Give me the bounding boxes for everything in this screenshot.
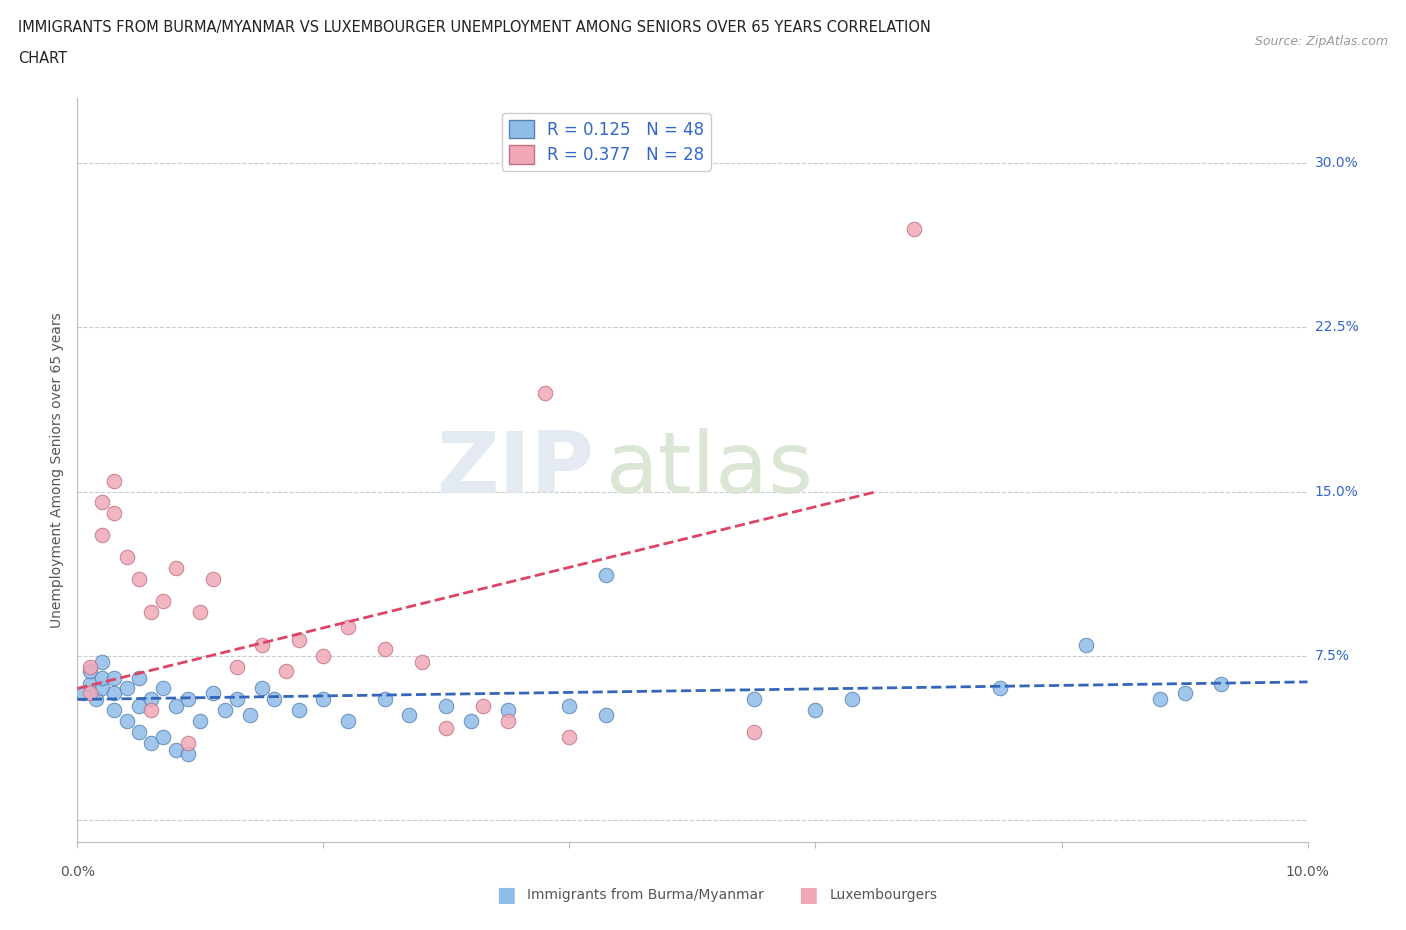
Point: [141, 692, 163, 707]
Point: [128, 724, 150, 739]
Point: [128, 698, 150, 713]
Point: [152, 593, 174, 608]
Text: 0.0%: 0.0%: [60, 865, 94, 880]
Point: [226, 659, 249, 674]
Point: [72, 685, 94, 700]
Text: atlas: atlas: [606, 428, 814, 512]
Point: [165, 561, 187, 576]
Point: [472, 698, 495, 713]
Point: [103, 671, 125, 685]
Point: [534, 386, 557, 401]
Point: [263, 692, 285, 707]
Point: [312, 692, 335, 707]
Point: [79, 677, 101, 692]
Point: [90, 528, 114, 543]
Point: [841, 692, 863, 707]
Point: [115, 714, 138, 729]
Point: [226, 692, 249, 707]
Point: [152, 681, 174, 696]
Point: [103, 703, 125, 718]
Text: ■: ■: [799, 884, 818, 905]
Point: [90, 495, 114, 510]
Legend: R = 0.125   N = 48, R = 0.377   N = 28: R = 0.125 N = 48, R = 0.377 N = 28: [502, 113, 711, 171]
Text: 30.0%: 30.0%: [1315, 156, 1358, 170]
Point: [79, 685, 101, 700]
Point: [742, 692, 765, 707]
Point: [115, 681, 138, 696]
Point: [214, 703, 236, 718]
Text: Immigrants from Burma/Myanmar: Immigrants from Burma/Myanmar: [527, 887, 763, 902]
Point: [1149, 692, 1171, 707]
Text: 7.5%: 7.5%: [1315, 648, 1350, 663]
Point: [90, 671, 114, 685]
Text: ■: ■: [496, 884, 516, 905]
Point: [165, 742, 187, 757]
Point: [141, 703, 163, 718]
Point: [201, 572, 224, 587]
Point: [337, 714, 360, 729]
Point: [128, 572, 150, 587]
Point: [1174, 685, 1197, 700]
Point: [177, 747, 200, 762]
Point: [79, 663, 101, 678]
Text: IMMIGRANTS FROM BURMA/MYANMAR VS LUXEMBOURGER UNEMPLOYMENT AMONG SENIORS OVER 65: IMMIGRANTS FROM BURMA/MYANMAR VS LUXEMBO…: [18, 20, 931, 35]
Point: [288, 633, 311, 648]
Point: [79, 659, 101, 674]
Point: [128, 671, 150, 685]
Point: [436, 698, 458, 713]
Point: [436, 721, 458, 736]
Point: [804, 703, 827, 718]
Point: [595, 567, 617, 582]
Point: [103, 685, 125, 700]
Point: [374, 642, 396, 657]
Point: [250, 681, 273, 696]
Point: [103, 506, 125, 521]
Point: [337, 619, 360, 634]
Point: [558, 698, 581, 713]
Point: [84, 692, 107, 707]
Point: [115, 550, 138, 565]
Point: [312, 648, 335, 663]
Point: [239, 708, 262, 723]
Point: [276, 663, 298, 678]
Text: Source: ZipAtlas.com: Source: ZipAtlas.com: [1254, 35, 1388, 48]
Point: [558, 729, 581, 744]
Point: [1076, 637, 1098, 652]
Text: 22.5%: 22.5%: [1315, 321, 1358, 335]
Text: 15.0%: 15.0%: [1315, 485, 1358, 498]
Point: [988, 681, 1011, 696]
Point: [742, 724, 765, 739]
Point: [496, 703, 519, 718]
Point: [177, 736, 200, 751]
Y-axis label: Unemployment Among Seniors over 65 years: Unemployment Among Seniors over 65 years: [51, 312, 65, 628]
Point: [903, 221, 925, 236]
Point: [141, 604, 163, 619]
Text: Luxembourgers: Luxembourgers: [830, 887, 938, 902]
Point: [90, 655, 114, 670]
Point: [103, 473, 125, 488]
Text: CHART: CHART: [18, 51, 67, 66]
Point: [595, 708, 617, 723]
Text: 10.0%: 10.0%: [1285, 865, 1330, 880]
Point: [288, 703, 311, 718]
Text: ZIP: ZIP: [436, 428, 595, 512]
Point: [374, 692, 396, 707]
Point: [398, 708, 420, 723]
Point: [141, 736, 163, 751]
Point: [188, 714, 212, 729]
Point: [165, 698, 187, 713]
Point: [496, 714, 519, 729]
Point: [90, 681, 114, 696]
Point: [1211, 677, 1233, 692]
Point: [460, 714, 482, 729]
Point: [201, 685, 224, 700]
Point: [411, 655, 433, 670]
Point: [250, 637, 273, 652]
Point: [177, 692, 200, 707]
Point: [188, 604, 212, 619]
Point: [152, 729, 174, 744]
